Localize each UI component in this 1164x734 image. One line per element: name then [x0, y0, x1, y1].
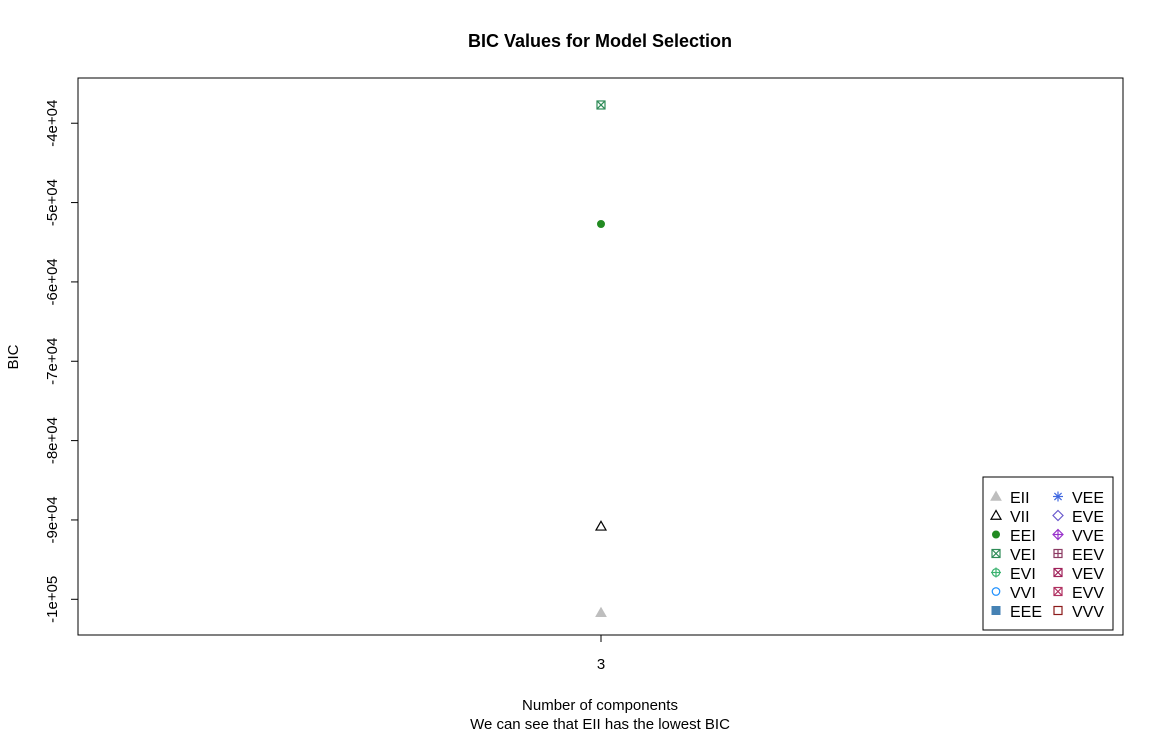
y-tick-label: -7e+04: [44, 338, 61, 385]
legend-symbol-eve: [1052, 509, 1064, 522]
y-tick-label: -5e+04: [44, 179, 61, 226]
legend-symbol-vev: [1053, 567, 1063, 578]
legend-label: VEE: [1072, 490, 1104, 507]
legend-symbol-vvv: [1053, 605, 1063, 616]
x-axis: 3: [597, 635, 605, 673]
point-eei: [597, 219, 605, 228]
legend-symbol-vei: [991, 548, 1001, 559]
y-tick-label: -8e+04: [44, 417, 61, 464]
plot-frame: [77, 77, 1124, 636]
legend-symbol-vii: [989, 509, 1003, 520]
legend-symbol-eee: [991, 606, 1001, 615]
y-tick-label: -4e+04: [44, 100, 61, 147]
legend-symbol-eei: [992, 530, 1000, 539]
legend-symbol-evi: [991, 567, 1001, 578]
legend-label: VVE: [1072, 528, 1104, 545]
data-points: [594, 100, 608, 618]
legend-label: VEV: [1072, 566, 1104, 583]
point-vii: [594, 520, 608, 531]
chart-subtitle: We can see that EII has the lowest BIC: [470, 716, 730, 733]
legend-box: [982, 476, 1114, 631]
y-tick-label: -6e+04: [44, 258, 61, 305]
legend-label: EEV: [1072, 547, 1104, 564]
legend-label: EVE: [1072, 509, 1104, 526]
chart-title: BIC Values for Model Selection: [468, 31, 732, 51]
legend-symbol-eev: [1053, 548, 1063, 559]
legend-label: EVV: [1072, 585, 1104, 602]
legend-symbol-vvi: [991, 587, 1001, 596]
legend-label: VVI: [1010, 585, 1036, 602]
legend-label: VVV: [1072, 604, 1104, 621]
point-vei: [596, 100, 606, 110]
y-axis-label: BIC: [5, 344, 22, 369]
y-tick-label: -1e+05: [44, 576, 61, 623]
legend-label: EEE: [1010, 604, 1042, 621]
x-axis-label: Number of components: [522, 697, 678, 714]
legend-symbol-vve: [1052, 528, 1064, 541]
legend-label: EEI: [1010, 528, 1036, 545]
legend-label: EII: [1010, 490, 1030, 507]
legend: EII VII EEI VEI EVI VVI EEE VEE EVE VVE EEV VEV EVV V…: [982, 476, 1114, 631]
legend-symbol-eii: [990, 490, 1002, 501]
x-tick-label: 3: [597, 656, 605, 673]
y-tick-label: -9e+04: [44, 496, 61, 543]
legend-symbol-vee: [1053, 491, 1063, 502]
point-eii: [595, 606, 607, 618]
legend-symbol-evv: [1053, 586, 1063, 597]
y-axis: -4e+04 -5e+04 -6e+04 -7e+04 -8e+04 -9e+04 -1e+…: [44, 100, 79, 623]
legend-label: VII: [1010, 509, 1030, 526]
legend-label: VEI: [1010, 547, 1036, 564]
legend-label: EVI: [1010, 566, 1036, 583]
